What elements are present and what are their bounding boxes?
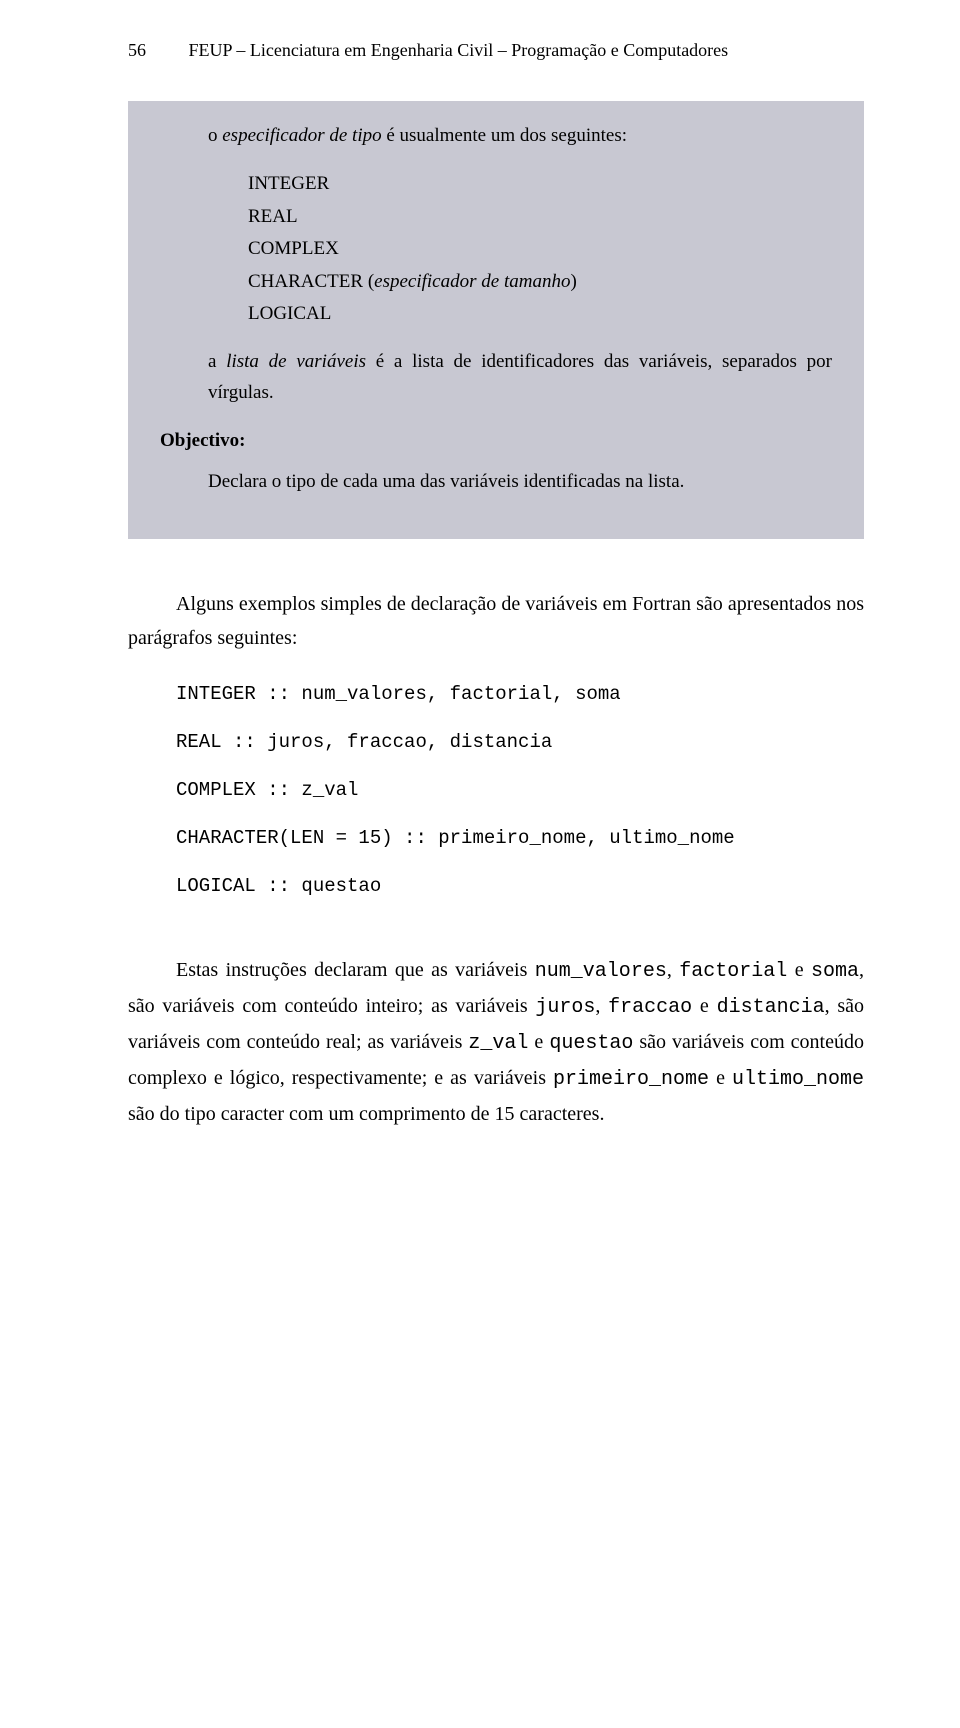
type-complex: COMPLEX — [248, 234, 832, 264]
header-title: FEUP – Licenciatura em Engenharia Civil … — [189, 40, 729, 60]
code-line-2: REAL :: juros, fraccao, distancia — [176, 731, 864, 753]
code-line-4: CHARACTER(LEN = 15) :: primeiro_nome, ul… — [176, 827, 864, 849]
definition-box: o especificador de tipo é usualmente um … — [128, 101, 864, 539]
code-line-5: LOGICAL :: questao — [176, 875, 864, 897]
objective-text: Declara o tipo de cada uma das variáveis… — [160, 467, 832, 497]
page: 56 FEUP – Licenciatura em Engenharia Civ… — [0, 0, 960, 1728]
p2-h: juros — [535, 996, 595, 1019]
p2-c: , — [667, 959, 679, 981]
code-examples: INTEGER :: num_valores, factorial, soma … — [128, 683, 864, 897]
intro-prefix: o — [208, 125, 222, 146]
p2-a: Estas instruções declaram que as variáve… — [176, 959, 535, 981]
code-line-1: INTEGER :: num_valores, factorial, soma — [176, 683, 864, 705]
running-header: 56 FEUP – Licenciatura em Engenharia Civ… — [128, 40, 864, 61]
p2-o: e — [528, 1031, 549, 1053]
list-desc-b: lista de variáveis — [226, 351, 366, 372]
intro-italic: especificador de tipo — [222, 125, 381, 146]
p2-f: soma — [811, 960, 859, 983]
type-char-a: CHARACTER ( — [248, 271, 374, 292]
type-list: INTEGER REAL COMPLEX CHARACTER (especifi… — [160, 169, 832, 329]
p2-b: num_valores — [535, 960, 667, 983]
paragraph-examples-intro: Alguns exemplos simples de declaração de… — [128, 587, 864, 655]
objective-label: Objectivo: — [160, 426, 832, 456]
p2-n: z_val — [468, 1032, 528, 1055]
p2-l: distancia — [717, 996, 825, 1019]
p2-u: são do tipo caracter com um comprimento … — [128, 1103, 604, 1125]
type-character: CHARACTER (especificador de tamanho) — [248, 267, 832, 297]
box-intro: o especificador de tipo é usualmente um … — [160, 121, 832, 151]
p2-p: questao — [549, 1032, 633, 1055]
p2-i: , — [595, 995, 608, 1017]
type-real: REAL — [248, 202, 832, 232]
intro-suffix: é usualmente um dos seguintes: — [382, 125, 627, 146]
type-char-b: especificador de tamanho — [374, 271, 570, 292]
paragraph-explanation: Estas instruções declaram que as variáve… — [128, 953, 864, 1131]
list-description: a lista de variáveis é a lista de identi… — [160, 347, 832, 408]
p2-e: e — [787, 959, 811, 981]
list-desc-a: a — [208, 351, 226, 372]
p2-r: primeiro_nome — [553, 1068, 709, 1091]
p2-d: factorial — [679, 960, 787, 983]
p2-s: e — [709, 1067, 732, 1089]
p2-k: e — [692, 995, 716, 1017]
type-integer: INTEGER — [248, 169, 832, 199]
type-logical: LOGICAL — [248, 299, 832, 329]
page-number: 56 — [128, 40, 184, 61]
p2-j: fraccao — [608, 996, 692, 1019]
type-char-c: ) — [570, 271, 576, 292]
code-line-3: COMPLEX :: z_val — [176, 779, 864, 801]
p2-t: ultimo_nome — [732, 1068, 864, 1091]
